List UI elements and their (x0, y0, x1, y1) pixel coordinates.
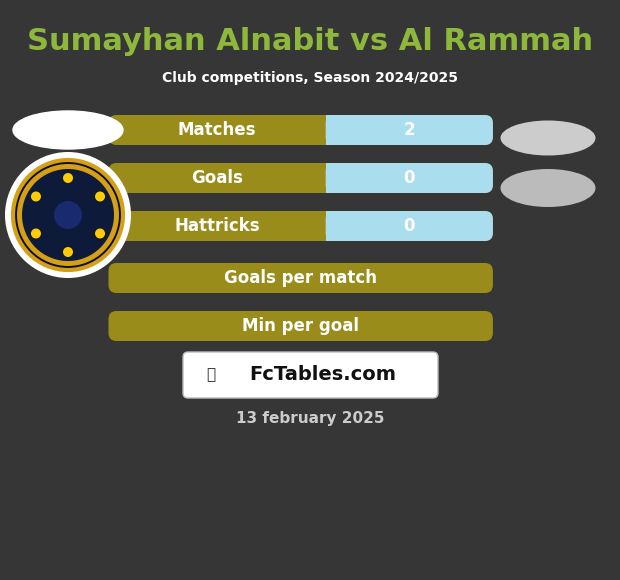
Text: Min per goal: Min per goal (242, 317, 359, 335)
Text: 13 february 2025: 13 february 2025 (236, 411, 384, 426)
Circle shape (22, 169, 114, 261)
FancyBboxPatch shape (108, 263, 493, 293)
Text: Sumayhan Alnabit vs Al Rammah: Sumayhan Alnabit vs Al Rammah (27, 27, 593, 56)
Circle shape (63, 173, 73, 183)
Text: Goals per match: Goals per match (224, 269, 377, 287)
FancyBboxPatch shape (108, 211, 493, 241)
FancyBboxPatch shape (108, 163, 493, 193)
FancyBboxPatch shape (108, 311, 493, 341)
Bar (326, 163, 342, 193)
Bar (326, 211, 342, 241)
Ellipse shape (500, 169, 595, 207)
FancyBboxPatch shape (326, 211, 493, 241)
Circle shape (31, 229, 41, 238)
Text: Club competitions, Season 2024/2025: Club competitions, Season 2024/2025 (162, 71, 458, 85)
Circle shape (95, 229, 105, 238)
Circle shape (63, 247, 73, 257)
Text: 0: 0 (404, 217, 415, 235)
Text: 0: 0 (404, 169, 415, 187)
Text: Hattricks: Hattricks (174, 217, 260, 235)
Circle shape (13, 160, 123, 270)
Text: Matches: Matches (178, 121, 256, 139)
FancyBboxPatch shape (183, 352, 438, 398)
Text: 2: 2 (404, 121, 415, 139)
FancyBboxPatch shape (326, 115, 493, 145)
Circle shape (17, 164, 119, 266)
Circle shape (5, 152, 131, 278)
Circle shape (95, 191, 105, 201)
Text: Goals: Goals (191, 169, 243, 187)
FancyBboxPatch shape (108, 115, 493, 145)
Ellipse shape (13, 111, 123, 149)
Bar (326, 115, 342, 145)
Text: FcTables.com: FcTables.com (249, 365, 396, 385)
Text: 📊: 📊 (206, 368, 216, 382)
FancyBboxPatch shape (326, 163, 493, 193)
Ellipse shape (500, 121, 595, 155)
Circle shape (54, 201, 82, 229)
Circle shape (31, 191, 41, 201)
